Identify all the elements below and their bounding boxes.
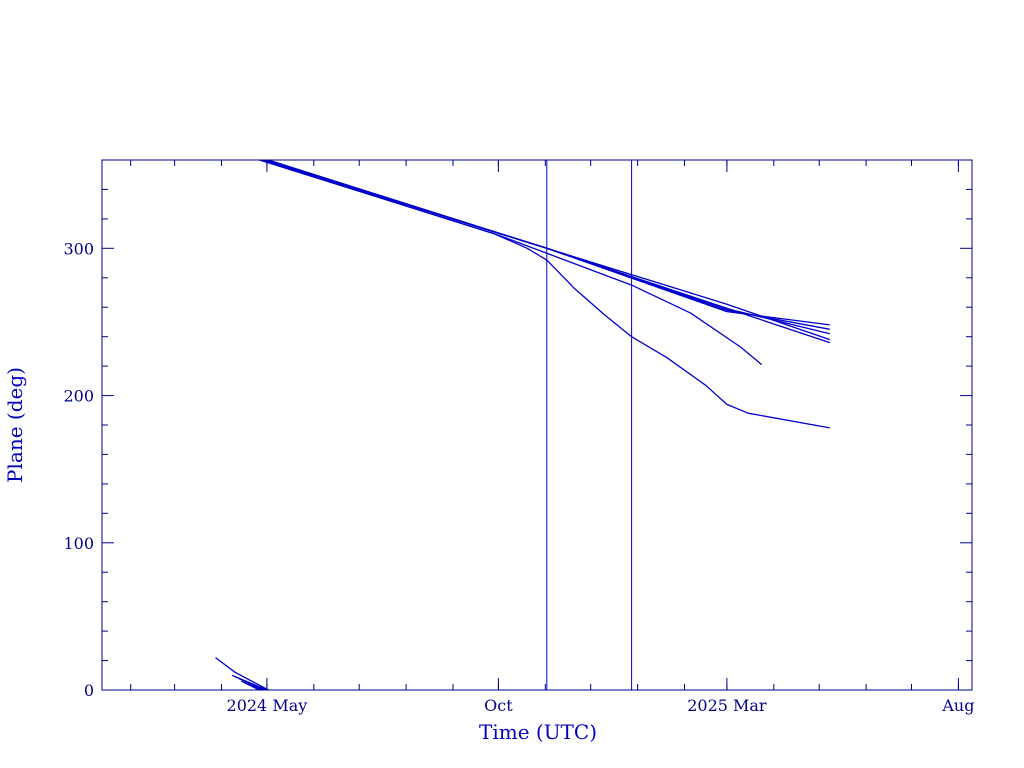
series-line-6 <box>243 159 763 691</box>
y-tick-label: 0 <box>84 681 94 700</box>
series-line-4 <box>237 159 830 691</box>
series-line-5 <box>240 159 830 691</box>
y-tick-label: 200 <box>63 387 94 406</box>
x-axis-title: Time (UTC) <box>479 720 597 744</box>
x-tick-label: 2024 May <box>227 696 308 715</box>
y-tick-label: 100 <box>63 534 94 553</box>
series-line-3 <box>234 159 830 691</box>
plot-frame <box>101 159 973 691</box>
series-layer <box>215 159 831 691</box>
marker-layer <box>546 160 633 690</box>
x-tick-label: Aug <box>941 696 974 715</box>
tick-layer: 2024 May Oct 2025 Mar Aug 0 100 200 300 <box>63 160 974 715</box>
series-line-2 <box>231 159 831 691</box>
y-axis-title: Plane (deg) <box>3 367 27 483</box>
series-line-1 <box>215 159 831 691</box>
x-tick-label: 2025 Mar <box>687 696 767 715</box>
series-line-7 <box>247 159 830 691</box>
x-tick-label: Oct <box>484 696 513 715</box>
y-tick-label: 300 <box>63 239 94 258</box>
